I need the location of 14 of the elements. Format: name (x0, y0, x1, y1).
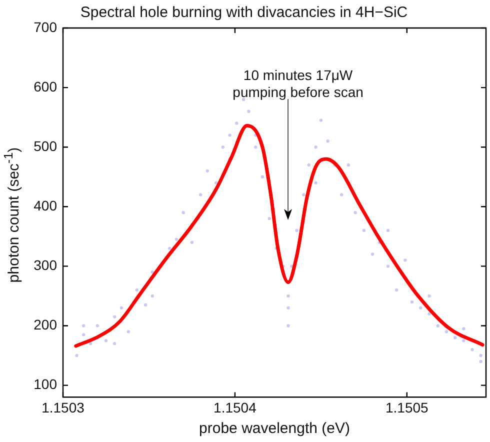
x-tick-label: 1.1504 (214, 399, 257, 416)
line-series (74, 124, 484, 348)
y-tick-label: 700 (34, 18, 58, 35)
y-tick-label: 100 (34, 376, 58, 392)
y-tick-label: 300 (34, 257, 58, 274)
x-tick-label: 1.1505 (385, 399, 429, 416)
x-axis-title: probe wavelength (eV) (199, 420, 350, 438)
annotation: 10 minutes 17μW pumping before scan (232, 67, 364, 100)
y-tick-label: 400 (34, 198, 58, 214)
y-tick-label: 200 (34, 316, 58, 333)
chart-title: Spectral hole burning with divacancies in 4H−SiC (80, 4, 408, 22)
y-tick-label: 500 (34, 138, 58, 154)
x-tick-label: 1.1503 (42, 399, 85, 416)
y-tick-label: 600 (34, 78, 58, 94)
